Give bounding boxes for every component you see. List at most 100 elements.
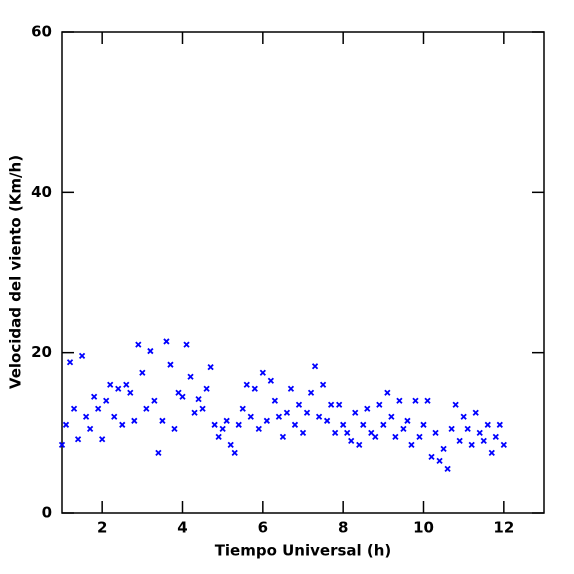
data-point <box>171 425 178 432</box>
data-point <box>283 409 291 416</box>
data-point <box>448 425 455 432</box>
data-point <box>235 421 242 428</box>
data-point <box>82 413 90 420</box>
plot-frame <box>61 31 545 514</box>
data-point <box>287 385 295 392</box>
data-point <box>384 389 391 396</box>
data-point <box>360 421 367 428</box>
data-point <box>183 341 190 348</box>
data-point <box>259 369 266 376</box>
data-point <box>66 359 74 366</box>
x-axis-label: Tiempo Universal (h) <box>215 542 392 560</box>
data-point <box>372 433 379 440</box>
data-point <box>155 449 162 457</box>
data-point <box>408 441 415 448</box>
data-point <box>376 401 383 408</box>
data-point <box>299 429 307 436</box>
data-point <box>203 385 210 392</box>
data-point <box>74 436 82 443</box>
data-point <box>340 421 347 428</box>
data-point <box>452 401 459 408</box>
data-point <box>323 417 331 424</box>
x-tick-label: 4 <box>177 519 187 537</box>
data-point <box>271 397 279 404</box>
data-point <box>90 393 98 400</box>
data-point <box>243 381 250 388</box>
data-point <box>139 369 146 376</box>
data-point <box>295 401 303 408</box>
data-point <box>404 417 411 424</box>
data-point <box>496 421 503 428</box>
data-point <box>207 363 214 371</box>
data-point <box>143 405 150 412</box>
data-point <box>460 413 467 420</box>
data-point <box>492 433 499 440</box>
x-tick-label: 10 <box>413 519 434 537</box>
y-tick-label: 20 <box>31 343 52 361</box>
data-point <box>420 421 427 428</box>
data-point <box>319 381 327 388</box>
y-axis-label: Velocidad del viento (Km/h) <box>7 155 25 389</box>
data-point <box>356 441 363 448</box>
data-point <box>336 401 343 408</box>
data-point <box>86 425 94 432</box>
data-point <box>275 413 283 420</box>
data-point <box>315 413 323 420</box>
data-point <box>107 381 114 388</box>
data-point <box>444 465 451 473</box>
data-point <box>159 417 166 424</box>
data-point <box>179 393 186 400</box>
data-point <box>70 405 78 412</box>
data-point <box>352 409 359 416</box>
data-point <box>412 397 419 404</box>
data-point <box>127 389 134 396</box>
data-point <box>191 409 198 416</box>
data-point <box>416 433 423 440</box>
data-point <box>115 385 122 392</box>
data-point <box>327 401 335 408</box>
y-tick-label: 60 <box>31 23 52 41</box>
data-point <box>488 449 495 457</box>
data-point <box>151 397 158 404</box>
data-point <box>291 421 299 428</box>
y-tick-label: 0 <box>42 504 52 522</box>
data-point <box>380 421 387 428</box>
data-point <box>303 409 311 416</box>
data-point <box>500 441 507 448</box>
data-point <box>187 373 194 380</box>
data-point <box>468 441 475 448</box>
data-point <box>163 338 170 345</box>
data-point <box>123 381 130 388</box>
data-point <box>472 409 479 416</box>
data-point <box>484 421 491 428</box>
data-point <box>215 433 222 440</box>
data-point <box>456 437 463 444</box>
data-point <box>424 397 431 404</box>
y-tick-label: 40 <box>31 183 52 201</box>
data-point <box>400 425 407 432</box>
data-point <box>428 453 435 461</box>
data-point <box>78 352 86 360</box>
data-point <box>251 385 258 392</box>
data-point <box>480 437 487 444</box>
x-tick-label: 12 <box>493 519 514 537</box>
data-point <box>432 429 439 436</box>
data-point <box>147 347 154 355</box>
data-point <box>111 413 118 420</box>
data-point <box>331 429 339 436</box>
data-point <box>135 341 142 348</box>
data-point <box>263 417 270 424</box>
data-point <box>267 377 275 384</box>
data-point <box>348 437 355 444</box>
data-point <box>247 413 254 420</box>
data-point <box>436 457 443 465</box>
data-point <box>223 417 230 424</box>
data-point <box>396 397 403 404</box>
data-point <box>231 449 238 457</box>
data-point <box>388 413 395 420</box>
data-point <box>58 441 66 448</box>
data-point <box>103 397 110 404</box>
data-point <box>227 441 234 448</box>
data-point <box>279 433 287 440</box>
